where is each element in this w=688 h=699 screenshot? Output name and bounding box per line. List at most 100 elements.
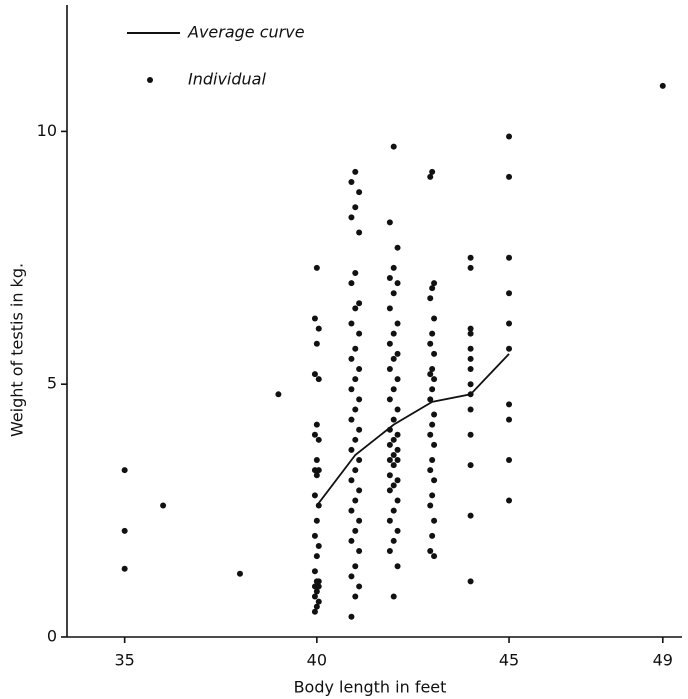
point	[394, 406, 401, 413]
point	[431, 477, 438, 484]
point	[429, 386, 436, 393]
point	[313, 457, 320, 464]
point	[386, 457, 393, 464]
point	[394, 244, 401, 251]
point	[356, 548, 363, 555]
point	[431, 441, 438, 448]
point	[390, 143, 397, 150]
point	[394, 497, 401, 504]
legend-label: Individual	[188, 70, 266, 89]
point	[348, 386, 355, 393]
point	[311, 608, 318, 615]
point	[348, 178, 355, 185]
point	[390, 416, 397, 423]
point	[467, 345, 474, 352]
x-tick-label: 35	[114, 651, 134, 670]
point	[506, 133, 513, 140]
legend-dot	[147, 77, 153, 83]
point	[356, 426, 363, 433]
average-curve	[316, 353, 510, 507]
point	[352, 497, 359, 504]
point	[348, 214, 355, 221]
point	[429, 492, 436, 499]
point	[467, 578, 474, 585]
point	[467, 330, 474, 337]
point	[311, 315, 318, 322]
point	[431, 553, 438, 560]
point	[394, 376, 401, 383]
point	[506, 290, 513, 297]
x-axis-label: Body length in feet	[294, 678, 447, 697]
y-tick-label: 0	[47, 627, 57, 646]
point	[394, 527, 401, 534]
point	[315, 467, 322, 474]
point	[427, 396, 434, 403]
point	[121, 565, 128, 572]
y-axis-label: Weight of testis in kg.	[8, 263, 27, 437]
point	[467, 264, 474, 271]
point	[431, 517, 438, 524]
point	[467, 381, 474, 388]
point	[315, 436, 322, 443]
point	[427, 371, 434, 378]
point	[356, 487, 363, 494]
point	[348, 355, 355, 362]
point	[311, 593, 318, 600]
point	[356, 330, 363, 337]
point	[390, 462, 397, 469]
point	[386, 426, 393, 433]
point	[352, 436, 359, 443]
point	[394, 320, 401, 327]
point	[427, 467, 434, 474]
point	[352, 376, 359, 383]
point	[352, 593, 359, 600]
x-tick-label: 45	[499, 651, 519, 670]
point	[348, 416, 355, 423]
point	[429, 457, 436, 464]
point	[506, 320, 513, 327]
point	[394, 446, 401, 453]
point	[315, 598, 322, 605]
y-tick-label: 5	[47, 374, 57, 393]
point	[348, 507, 355, 514]
point	[467, 462, 474, 469]
point	[352, 269, 359, 276]
point	[311, 532, 318, 539]
point	[348, 613, 355, 620]
point	[386, 487, 393, 494]
point	[394, 431, 401, 438]
point	[431, 350, 438, 357]
point	[352, 204, 359, 211]
point	[348, 320, 355, 327]
point	[356, 517, 363, 524]
point	[352, 527, 359, 534]
point	[315, 376, 322, 383]
point	[311, 371, 318, 378]
point	[352, 168, 359, 175]
point	[506, 457, 513, 464]
point	[386, 472, 393, 479]
point	[431, 411, 438, 418]
point	[356, 583, 363, 590]
point	[313, 421, 320, 428]
point	[352, 406, 359, 413]
point	[390, 330, 397, 337]
point	[390, 264, 397, 271]
point	[429, 421, 436, 428]
point	[386, 517, 393, 524]
point	[311, 431, 318, 438]
point	[427, 431, 434, 438]
point	[390, 593, 397, 600]
point	[427, 173, 434, 180]
point	[506, 173, 513, 180]
point	[467, 431, 474, 438]
y-tick-label: 10	[37, 121, 57, 140]
point	[394, 350, 401, 357]
point	[356, 229, 363, 236]
point	[386, 219, 393, 226]
point	[348, 446, 355, 453]
point	[390, 482, 397, 489]
point	[386, 305, 393, 312]
point	[390, 386, 397, 393]
